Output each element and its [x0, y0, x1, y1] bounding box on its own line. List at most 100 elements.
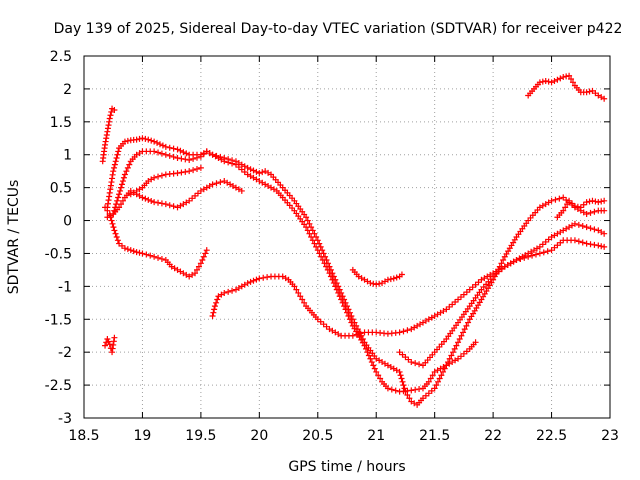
data-point: [170, 145, 177, 152]
data-point: [182, 156, 189, 163]
data-point: [133, 249, 140, 256]
data-point: [178, 169, 185, 176]
data-point: [166, 144, 173, 151]
data-point: [170, 153, 177, 160]
data-point: [601, 243, 608, 250]
y-tick-label: 1: [63, 148, 72, 164]
data-point: [151, 148, 158, 155]
data-point: [133, 136, 140, 143]
data-point: [217, 179, 224, 186]
data-point: [115, 148, 122, 155]
data-point: [118, 181, 125, 188]
data-point: [583, 224, 590, 231]
data-point: [308, 224, 315, 231]
data-point: [111, 334, 118, 341]
data-point: [107, 112, 114, 119]
series-s8: [209, 237, 608, 339]
data-point: [390, 275, 397, 282]
data-point: [183, 150, 190, 157]
data-point: [211, 303, 218, 310]
data-point: [159, 142, 166, 149]
data-point: [579, 239, 586, 246]
data-point: [102, 342, 109, 349]
data-point: [109, 220, 116, 227]
y-tick-label: -0.5: [45, 246, 72, 262]
data-point: [571, 220, 578, 227]
chart-title: Day 139 of 2025, Sidereal Day-to-day VTE…: [54, 21, 623, 37]
data-point: [180, 149, 187, 156]
data-point: [211, 306, 218, 313]
data-point: [583, 199, 590, 206]
data-point: [112, 230, 119, 237]
data-point: [329, 270, 336, 277]
data-point: [316, 240, 323, 247]
data-point: [554, 76, 561, 83]
data-point: [592, 198, 599, 205]
data-point: [408, 387, 415, 394]
data-point: [569, 79, 576, 86]
data-point: [396, 329, 403, 336]
data-point: [330, 273, 337, 280]
data-point: [174, 146, 181, 153]
y-tick-label: -2.5: [45, 378, 72, 394]
data-point: [583, 89, 590, 96]
data-point: [105, 338, 112, 345]
data-point: [108, 108, 115, 115]
data-point: [104, 207, 111, 214]
data-point: [124, 164, 131, 171]
data-point: [309, 227, 316, 234]
data-point: [587, 209, 594, 216]
data-point: [601, 207, 608, 214]
data-point: [399, 378, 406, 385]
data-point: [323, 257, 330, 264]
data-point: [353, 322, 360, 329]
data-point: [118, 184, 125, 191]
data-point: [253, 168, 260, 175]
data-point: [113, 234, 120, 240]
data-point: [571, 203, 578, 210]
data-point: [111, 161, 118, 168]
data-point: [548, 79, 555, 86]
data-point: [221, 155, 228, 162]
data-point: [373, 368, 380, 375]
data-point: [580, 201, 587, 208]
data-point: [443, 362, 450, 369]
data-point: [193, 165, 200, 172]
y-tick-label: 1.5: [50, 115, 72, 131]
data-point: [440, 368, 447, 375]
data-point: [162, 143, 169, 150]
data-point: [306, 220, 313, 227]
data-point: [127, 247, 134, 254]
data-point: [253, 276, 260, 283]
series-s11: [525, 72, 608, 102]
data-point: [388, 386, 395, 393]
data-point: [115, 194, 122, 201]
data-point: [155, 199, 162, 206]
data-point: [121, 171, 128, 178]
y-tick-label: 2.5: [50, 49, 72, 65]
data-point: [190, 155, 197, 162]
grid-lines: [84, 56, 610, 418]
data-point: [301, 299, 308, 306]
data-point: [571, 237, 578, 244]
data-point: [359, 336, 366, 343]
data-point: [401, 385, 408, 392]
data-point: [574, 203, 581, 210]
data-point: [209, 151, 216, 158]
data-point: [435, 378, 442, 385]
data-point: [303, 224, 310, 231]
data-point: [335, 283, 342, 290]
data-point: [384, 276, 391, 283]
data-point: [151, 253, 158, 260]
series-s5: [104, 148, 608, 408]
data-point: [209, 312, 216, 319]
data-point: [139, 250, 146, 257]
data-point: [114, 197, 121, 204]
data-point: [377, 375, 384, 382]
data-point: [327, 266, 334, 273]
data-point: [221, 289, 228, 296]
data-point: [587, 225, 594, 232]
data-point: [299, 296, 306, 303]
data-point: [445, 359, 452, 366]
data-point: [155, 254, 162, 261]
